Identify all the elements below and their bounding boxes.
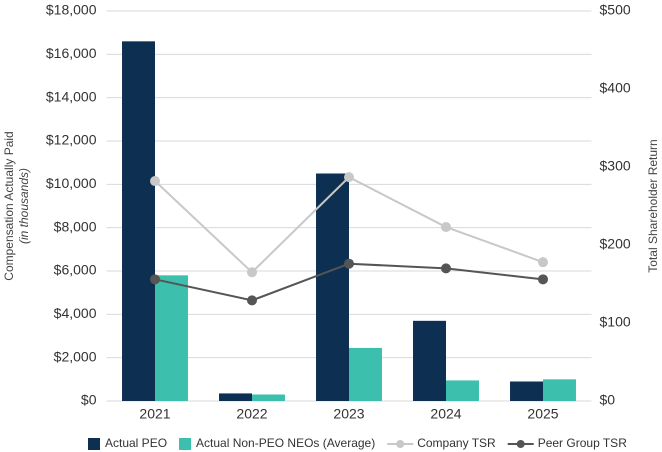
legend-label: Company TSR [417, 436, 496, 450]
y-tick-label: $0 [81, 392, 97, 408]
y-tick-label: $18,000 [46, 2, 97, 18]
bar [543, 379, 576, 401]
x-tick-label: 2025 [527, 406, 558, 422]
line-point [441, 263, 451, 274]
bar [316, 173, 349, 401]
y2-tick-label: $300 [600, 158, 631, 174]
line-point [344, 172, 354, 183]
bar [413, 320, 446, 401]
y-tick-label: $6,000 [54, 262, 97, 278]
y2-tick-label: $200 [600, 236, 631, 252]
y2-tick-label: $500 [600, 2, 631, 18]
x-tick-label: 2023 [333, 406, 364, 422]
y-tick-label: $14,000 [46, 88, 97, 104]
bar [122, 41, 155, 401]
legend-label: Actual Non-PEO NEOs (Average) [196, 436, 375, 450]
x-tick-label: 2022 [236, 406, 267, 422]
bar [252, 394, 285, 401]
legend-label: Peer Group TSR [538, 436, 627, 450]
bar [219, 393, 252, 401]
y-axis-title: Compensation Actually Paid [2, 131, 16, 280]
y-tick-label: $4,000 [54, 305, 97, 321]
line-point [150, 176, 160, 187]
y-tick-label: $10,000 [46, 175, 97, 191]
y-tick-label: $12,000 [46, 132, 97, 148]
legend-swatch [179, 438, 192, 450]
y2-tick-label: $0 [600, 392, 616, 408]
legend-swatch [516, 440, 525, 448]
y2-tick-label: $400 [600, 80, 631, 96]
line-point [538, 274, 548, 285]
y-tick-label: $2,000 [54, 348, 97, 364]
x-tick-label: 2021 [139, 406, 170, 422]
line-point [344, 258, 354, 269]
legend-swatch [396, 440, 405, 448]
line-point [247, 295, 257, 306]
legend-label: Actual PEO [105, 436, 167, 450]
y2-axis-title: Total Shareholder Return [646, 139, 660, 272]
x-tick-label: 2024 [430, 406, 461, 422]
bar [446, 380, 479, 401]
y-axis-subtitle: (in thousands) [17, 168, 31, 244]
y2-tick-label: $100 [600, 314, 631, 330]
bar [155, 275, 188, 401]
line-point [247, 267, 257, 278]
line-point [150, 274, 160, 285]
legend-swatch [88, 438, 100, 450]
y-tick-label: $8,000 [54, 218, 97, 234]
bar [349, 347, 382, 401]
line-point [538, 257, 548, 268]
line-point [441, 222, 451, 233]
bar [510, 381, 543, 401]
y-tick-label: $16,000 [46, 45, 97, 61]
